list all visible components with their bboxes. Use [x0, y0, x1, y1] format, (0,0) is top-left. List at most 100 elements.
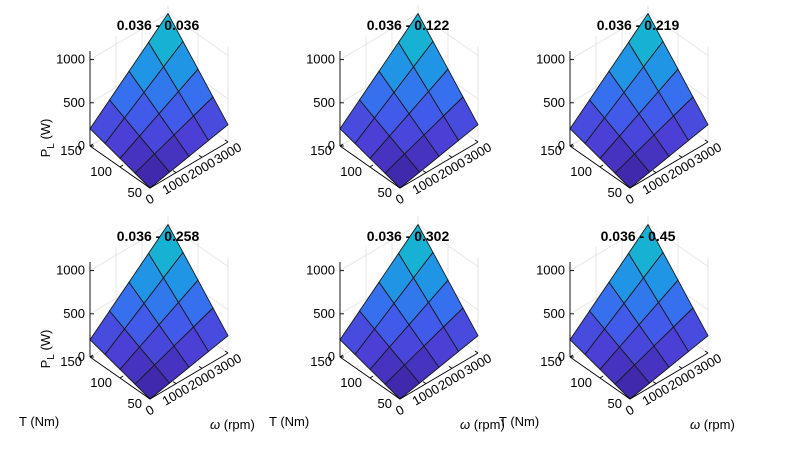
T-axis-label: T (Nm) [19, 414, 59, 429]
w-axis-label: ω (rpm) [210, 417, 255, 432]
T-tick-label: 50 [608, 185, 622, 200]
w-tick-label: 3000 [691, 350, 724, 377]
surface [89, 12, 229, 189]
z-tick-label: 0 [558, 349, 565, 364]
subplot-title: 0.036 - 0.302 [367, 228, 450, 244]
z-tick-label: 1000 [536, 263, 565, 278]
z-tick-label: 0 [328, 138, 335, 153]
w-tick-label: 2000 [435, 155, 468, 182]
w-tick-mark [422, 170, 427, 174]
T-tick-mark [629, 396, 634, 400]
z-tick-label: 1000 [306, 263, 335, 278]
w-tick-label: 3000 [461, 139, 494, 166]
surface [89, 223, 229, 400]
subplot-title: 0.036 - 0.122 [367, 17, 450, 33]
T-axis-label: T (Nm) [269, 414, 309, 429]
T-tick-mark [119, 375, 124, 379]
w-tick-label: 0 [623, 402, 637, 419]
w-axis-line [149, 352, 229, 400]
surface-face [384, 364, 421, 400]
w-tick-mark [198, 154, 203, 158]
surface-face [614, 364, 651, 400]
w-tick-mark [626, 396, 631, 400]
T-tick-label: 150 [540, 354, 562, 369]
z-tick-label: 1000 [56, 52, 85, 67]
w-tick-label: 3000 [211, 139, 244, 166]
T-tick-mark [629, 185, 634, 189]
w-tick-mark [474, 139, 479, 143]
T-tick-label: 100 [340, 375, 362, 390]
T-tick-label: 150 [60, 354, 82, 369]
w-tick-label: 0 [623, 191, 637, 208]
z-axis-label: PL (W) [38, 330, 57, 369]
w-tick-label: 0 [143, 402, 157, 419]
w-tick-mark [626, 185, 631, 189]
T-tick-mark [369, 375, 374, 379]
z-tick-label: 500 [63, 306, 85, 321]
w-tick-mark [704, 139, 709, 143]
w-tick-mark [652, 381, 657, 385]
w-tick-label: 2000 [665, 155, 698, 182]
w-tick-label: 2000 [185, 366, 218, 393]
z-tick-label: 1000 [56, 263, 85, 278]
w-tick-mark [146, 185, 151, 189]
w-label-unit: (rpm) [220, 417, 255, 432]
T-tick-label: 100 [570, 164, 592, 179]
w-axis-label: ω (rpm) [460, 417, 505, 432]
z-tick-label: 0 [78, 138, 85, 153]
w-axis-line [399, 141, 479, 189]
w-tick-label: 2000 [185, 155, 218, 182]
T-tick-mark [89, 143, 94, 147]
T-tick-mark [149, 396, 154, 400]
z-tick-label: 0 [558, 138, 565, 153]
z-label-unit: (W) [38, 330, 53, 355]
subplot-title: 0.036 - 0.258 [117, 228, 200, 244]
z-tick-label: 1000 [536, 52, 565, 67]
w-tick-label: 2000 [665, 366, 698, 393]
z-tick-label: 0 [328, 349, 335, 364]
z-tick-label: 0 [78, 349, 85, 364]
w-tick-label: 0 [393, 402, 407, 419]
T-tick-label: 100 [340, 164, 362, 179]
T-tick-mark [89, 354, 94, 358]
w-label-unit: (rpm) [470, 417, 505, 432]
w-axis-line [399, 352, 479, 400]
surface-face [614, 153, 651, 189]
w-tick-label: 3000 [691, 139, 724, 166]
T-tick-mark [599, 164, 604, 168]
T-tick-mark [599, 375, 604, 379]
z-label-sub: L [46, 143, 57, 149]
surface-face [134, 364, 171, 400]
T-axis-label: T (Nm) [499, 414, 539, 429]
w-axis-line [629, 141, 709, 189]
T-tick-label: 100 [570, 375, 592, 390]
w-tick-label: 0 [393, 191, 407, 208]
w-tick-label: 3000 [211, 350, 244, 377]
surface-face [384, 153, 421, 189]
w-tick-mark [172, 170, 177, 174]
T-tick-mark [399, 396, 404, 400]
w-tick-mark [396, 185, 401, 189]
w-tick-mark [422, 381, 427, 385]
surface [339, 223, 479, 400]
T-tick-label: 50 [608, 396, 622, 411]
w-tick-label: 3000 [461, 350, 494, 377]
surface [569, 12, 709, 189]
z-tick-label: 500 [63, 95, 85, 110]
T-tick-label: 150 [540, 143, 562, 158]
surface [569, 223, 709, 400]
w-tick-mark [172, 381, 177, 385]
subplot-title: 0.036 - 0.45 [601, 228, 676, 244]
T-tick-label: 150 [310, 354, 332, 369]
z-label-main: P [38, 360, 53, 369]
w-tick-mark [474, 350, 479, 354]
T-tick-label: 150 [310, 143, 332, 158]
subplot-title: 0.036 - 0.036 [117, 17, 200, 33]
